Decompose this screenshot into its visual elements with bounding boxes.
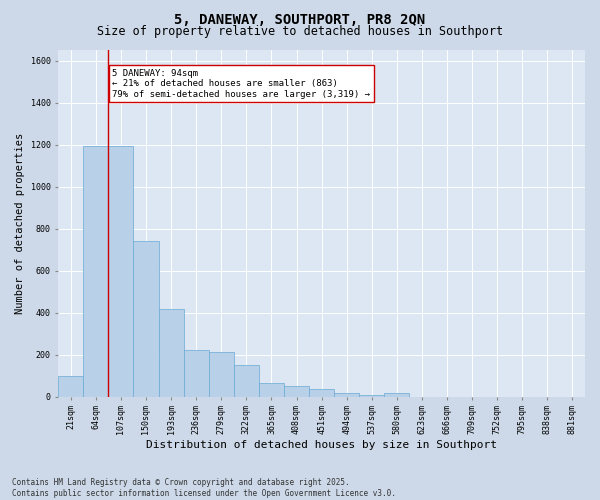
Bar: [184, 350, 209, 397]
Bar: [83, 146, 109, 397]
Bar: [334, 393, 359, 397]
Text: 5 DANEWAY: 94sqm
← 21% of detached houses are smaller (863)
79% of semi-detached: 5 DANEWAY: 94sqm ← 21% of detached house…: [112, 69, 370, 98]
Y-axis label: Number of detached properties: Number of detached properties: [15, 133, 25, 314]
Text: Size of property relative to detached houses in Southport: Size of property relative to detached ho…: [97, 25, 503, 38]
Bar: [385, 393, 409, 397]
Bar: [133, 242, 158, 397]
Text: 5, DANEWAY, SOUTHPORT, PR8 2QN: 5, DANEWAY, SOUTHPORT, PR8 2QN: [175, 12, 425, 26]
Bar: [309, 390, 334, 397]
Bar: [234, 366, 259, 397]
Bar: [284, 386, 309, 397]
Bar: [259, 382, 284, 397]
Text: Contains HM Land Registry data © Crown copyright and database right 2025.
Contai: Contains HM Land Registry data © Crown c…: [12, 478, 396, 498]
Bar: [58, 376, 83, 397]
Bar: [359, 394, 385, 397]
Bar: [158, 308, 184, 397]
Bar: [109, 146, 133, 397]
X-axis label: Distribution of detached houses by size in Southport: Distribution of detached houses by size …: [146, 440, 497, 450]
Bar: [209, 352, 234, 397]
